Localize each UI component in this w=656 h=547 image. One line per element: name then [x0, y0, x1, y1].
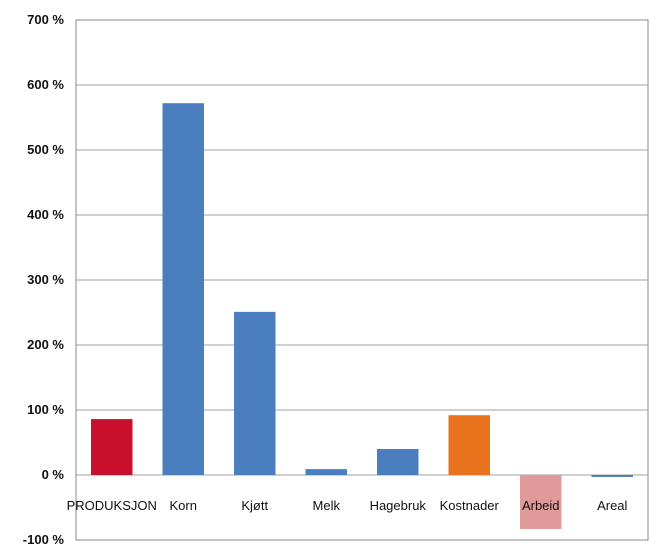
category-label: Melk	[313, 498, 341, 513]
category-label: Hagebruk	[370, 498, 427, 513]
category-label: Areal	[597, 498, 627, 513]
y-tick-label: 100 %	[27, 402, 64, 417]
y-tick-label: 300 %	[27, 272, 64, 287]
y-tick-label: 0 %	[42, 467, 65, 482]
category-label: Korn	[170, 498, 197, 513]
y-tick-label: 400 %	[27, 207, 64, 222]
bar-hagebruk	[377, 449, 419, 475]
bar-produksjon	[91, 419, 133, 475]
y-tick-label: 600 %	[27, 77, 64, 92]
bars	[91, 103, 633, 529]
bar-kj-tt	[234, 311, 276, 475]
category-label: Arbeid	[522, 498, 560, 513]
y-tick-label: 500 %	[27, 142, 64, 157]
bar-arbeid	[520, 475, 562, 529]
bar-kostnader	[448, 415, 490, 475]
bar-melk	[305, 469, 347, 475]
category-label: Kjøtt	[241, 498, 268, 513]
y-axis-tick-labels: -100 % 0 % 100 % 200 % 300 % 400 % 500 % 600 % 7…	[23, 12, 65, 547]
category-label: Kostnader	[440, 498, 500, 513]
category-label: PRODUKSJON	[67, 498, 157, 513]
gridlines	[76, 84, 648, 476]
y-tick-label: 200 %	[27, 337, 64, 352]
category-labels: PRODUKSJON Korn Kjøtt Melk Hagebruk Kostnader…	[67, 498, 628, 513]
bar-korn	[162, 103, 204, 475]
bar-areal	[591, 475, 633, 477]
y-tick-label: -100 %	[23, 532, 65, 547]
y-tick-label: 700 %	[27, 12, 64, 27]
